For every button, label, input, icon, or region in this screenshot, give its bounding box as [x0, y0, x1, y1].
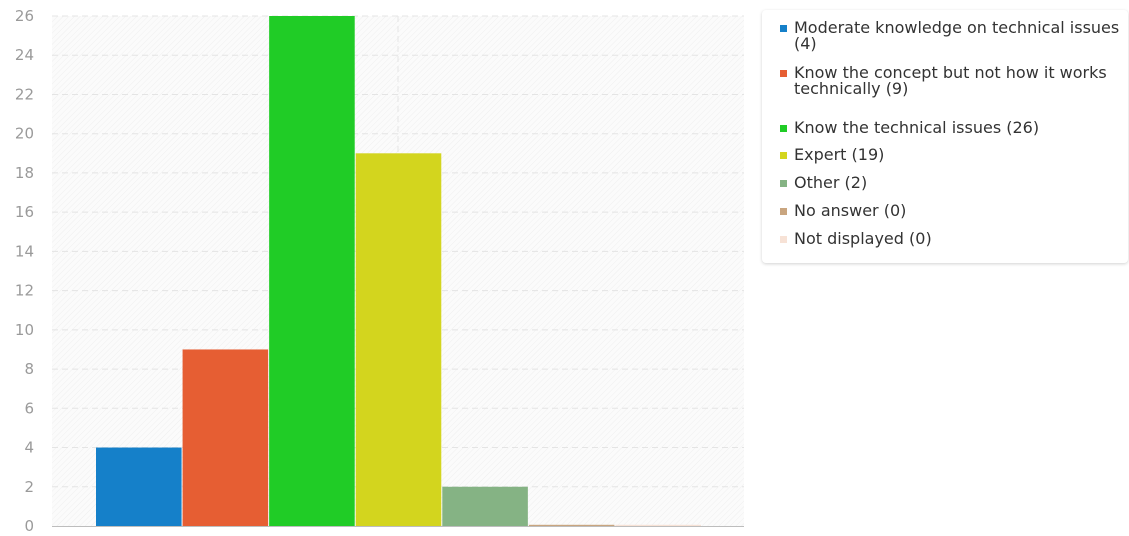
- legend-label: Expert (19): [794, 145, 885, 164]
- legend-swatch: [780, 70, 787, 77]
- bar[interactable]: [528, 524, 615, 526]
- y-tick-label: 16: [15, 203, 34, 221]
- legend-label: No answer (0): [794, 201, 907, 220]
- y-tick-label: 2: [24, 478, 34, 496]
- y-tick-label: 6: [24, 399, 34, 417]
- legend-item[interactable]: Know the concept but not how it works te…: [780, 65, 1120, 97]
- bar[interactable]: [182, 349, 269, 526]
- legend-item[interactable]: Not displayed (0): [780, 231, 1120, 247]
- y-tick-label: 18: [15, 164, 34, 182]
- legend-swatch: [780, 25, 787, 32]
- bar[interactable]: [269, 16, 355, 526]
- legend-label: Know the concept but not how it works te…: [794, 63, 1107, 98]
- bar[interactable]: [442, 486, 528, 526]
- y-tick-label: 4: [24, 439, 34, 457]
- legend-swatch: [780, 208, 787, 215]
- bar[interactable]: [615, 524, 701, 526]
- legend-label: Other (2): [794, 173, 868, 192]
- bar-series: [96, 16, 701, 527]
- legend-label: Know the technical issues (26): [794, 118, 1040, 137]
- legend-swatch: [780, 152, 787, 159]
- legend-item[interactable]: Moderate knowledge on technical issues (…: [780, 20, 1120, 52]
- legend-label: Not displayed (0): [794, 229, 932, 248]
- y-tick-label: 8: [24, 360, 34, 378]
- bar[interactable]: [96, 447, 182, 526]
- legend-swatch: [780, 125, 787, 132]
- y-tick-label: 20: [15, 125, 34, 143]
- y-tick-label: 0: [24, 517, 34, 535]
- bar[interactable]: [355, 153, 442, 527]
- y-tick-label: 12: [15, 282, 34, 300]
- legend-swatch: [780, 180, 787, 187]
- legend: Moderate knowledge on technical issues (…: [762, 10, 1128, 263]
- y-tick-label: 14: [15, 242, 34, 260]
- y-tick-label: 10: [15, 321, 34, 339]
- y-tick-label: 26: [15, 7, 34, 25]
- y-tick-label: 24: [15, 46, 34, 64]
- legend-label: Moderate knowledge on technical issues (…: [794, 18, 1120, 53]
- legend-item[interactable]: Other (2): [780, 175, 1120, 191]
- y-tick-label: 22: [15, 85, 34, 103]
- legend-item[interactable]: No answer (0): [780, 203, 1120, 219]
- legend-item[interactable]: Know the technical issues (26): [780, 120, 1120, 136]
- legend-item[interactable]: Expert (19): [780, 147, 1120, 163]
- legend-swatch: [780, 236, 787, 243]
